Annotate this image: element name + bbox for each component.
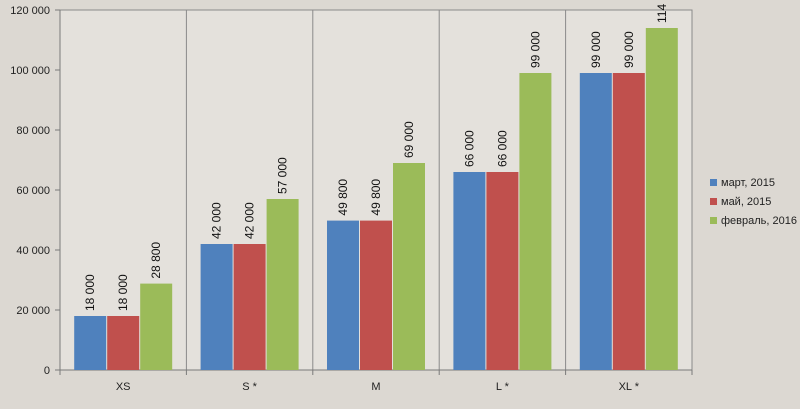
x-tick-label: S * [242,381,257,393]
y-tick-label: 20 000 [16,305,50,317]
data-label: 66 000 [495,130,509,167]
plot-area: 0 20 000 40 000 60 000 80 000 100 000 120 000 1… [10,0,693,393]
bar[interactable] [453,172,486,370]
legend-label: март, 2015 [721,177,775,189]
y-tick-label: 40 000 [16,245,50,257]
x-tick-label: M [371,381,380,393]
legend-label: май, 2015 [721,196,771,208]
bar[interactable] [200,244,233,370]
x-tick-label: L * [496,381,510,393]
bar[interactable] [74,316,107,370]
data-label: 49 800 [369,179,383,216]
legend: март, 2015 май, 2015 февраль, 2016 [710,177,797,227]
bar[interactable] [579,73,612,370]
bar[interactable] [486,172,519,370]
y-tick-label: 100 000 [10,65,50,77]
data-label: 114 000 [655,0,669,23]
bar[interactable] [140,283,173,370]
data-label: 42 000 [210,202,224,239]
bar[interactable] [393,163,425,370]
data-label: 99 000 [589,31,603,68]
y-tick-label: 0 [44,365,50,377]
data-label: 49 800 [336,179,350,216]
data-label: 99 000 [528,31,542,68]
x-tick-label: XS [116,381,131,393]
data-label: 66 000 [462,130,476,167]
data-label: 42 000 [243,202,257,239]
legend-swatch [710,179,717,186]
legend-label: февраль, 2016 [721,215,797,227]
x-tick-label: XL * [619,381,640,393]
bar[interactable] [327,220,359,370]
y-tick-label: 60 000 [16,185,50,197]
y-tick-label: 120 000 [10,5,50,17]
data-label: 28 800 [149,242,163,279]
bar[interactable] [360,220,392,370]
data-label: 99 000 [622,31,636,68]
legend-swatch [710,217,717,224]
data-label: 18 000 [83,274,97,311]
data-label: 18 000 [116,274,130,311]
data-label: 69 000 [402,121,416,158]
bar[interactable] [233,244,266,370]
legend-swatch [710,198,717,205]
bar[interactable] [107,316,140,370]
bar[interactable] [266,199,299,370]
bar[interactable] [519,73,552,370]
y-tick-label: 80 000 [16,125,50,137]
data-label: 57 000 [276,157,290,194]
bar[interactable] [645,28,678,370]
bar[interactable] [612,73,645,370]
